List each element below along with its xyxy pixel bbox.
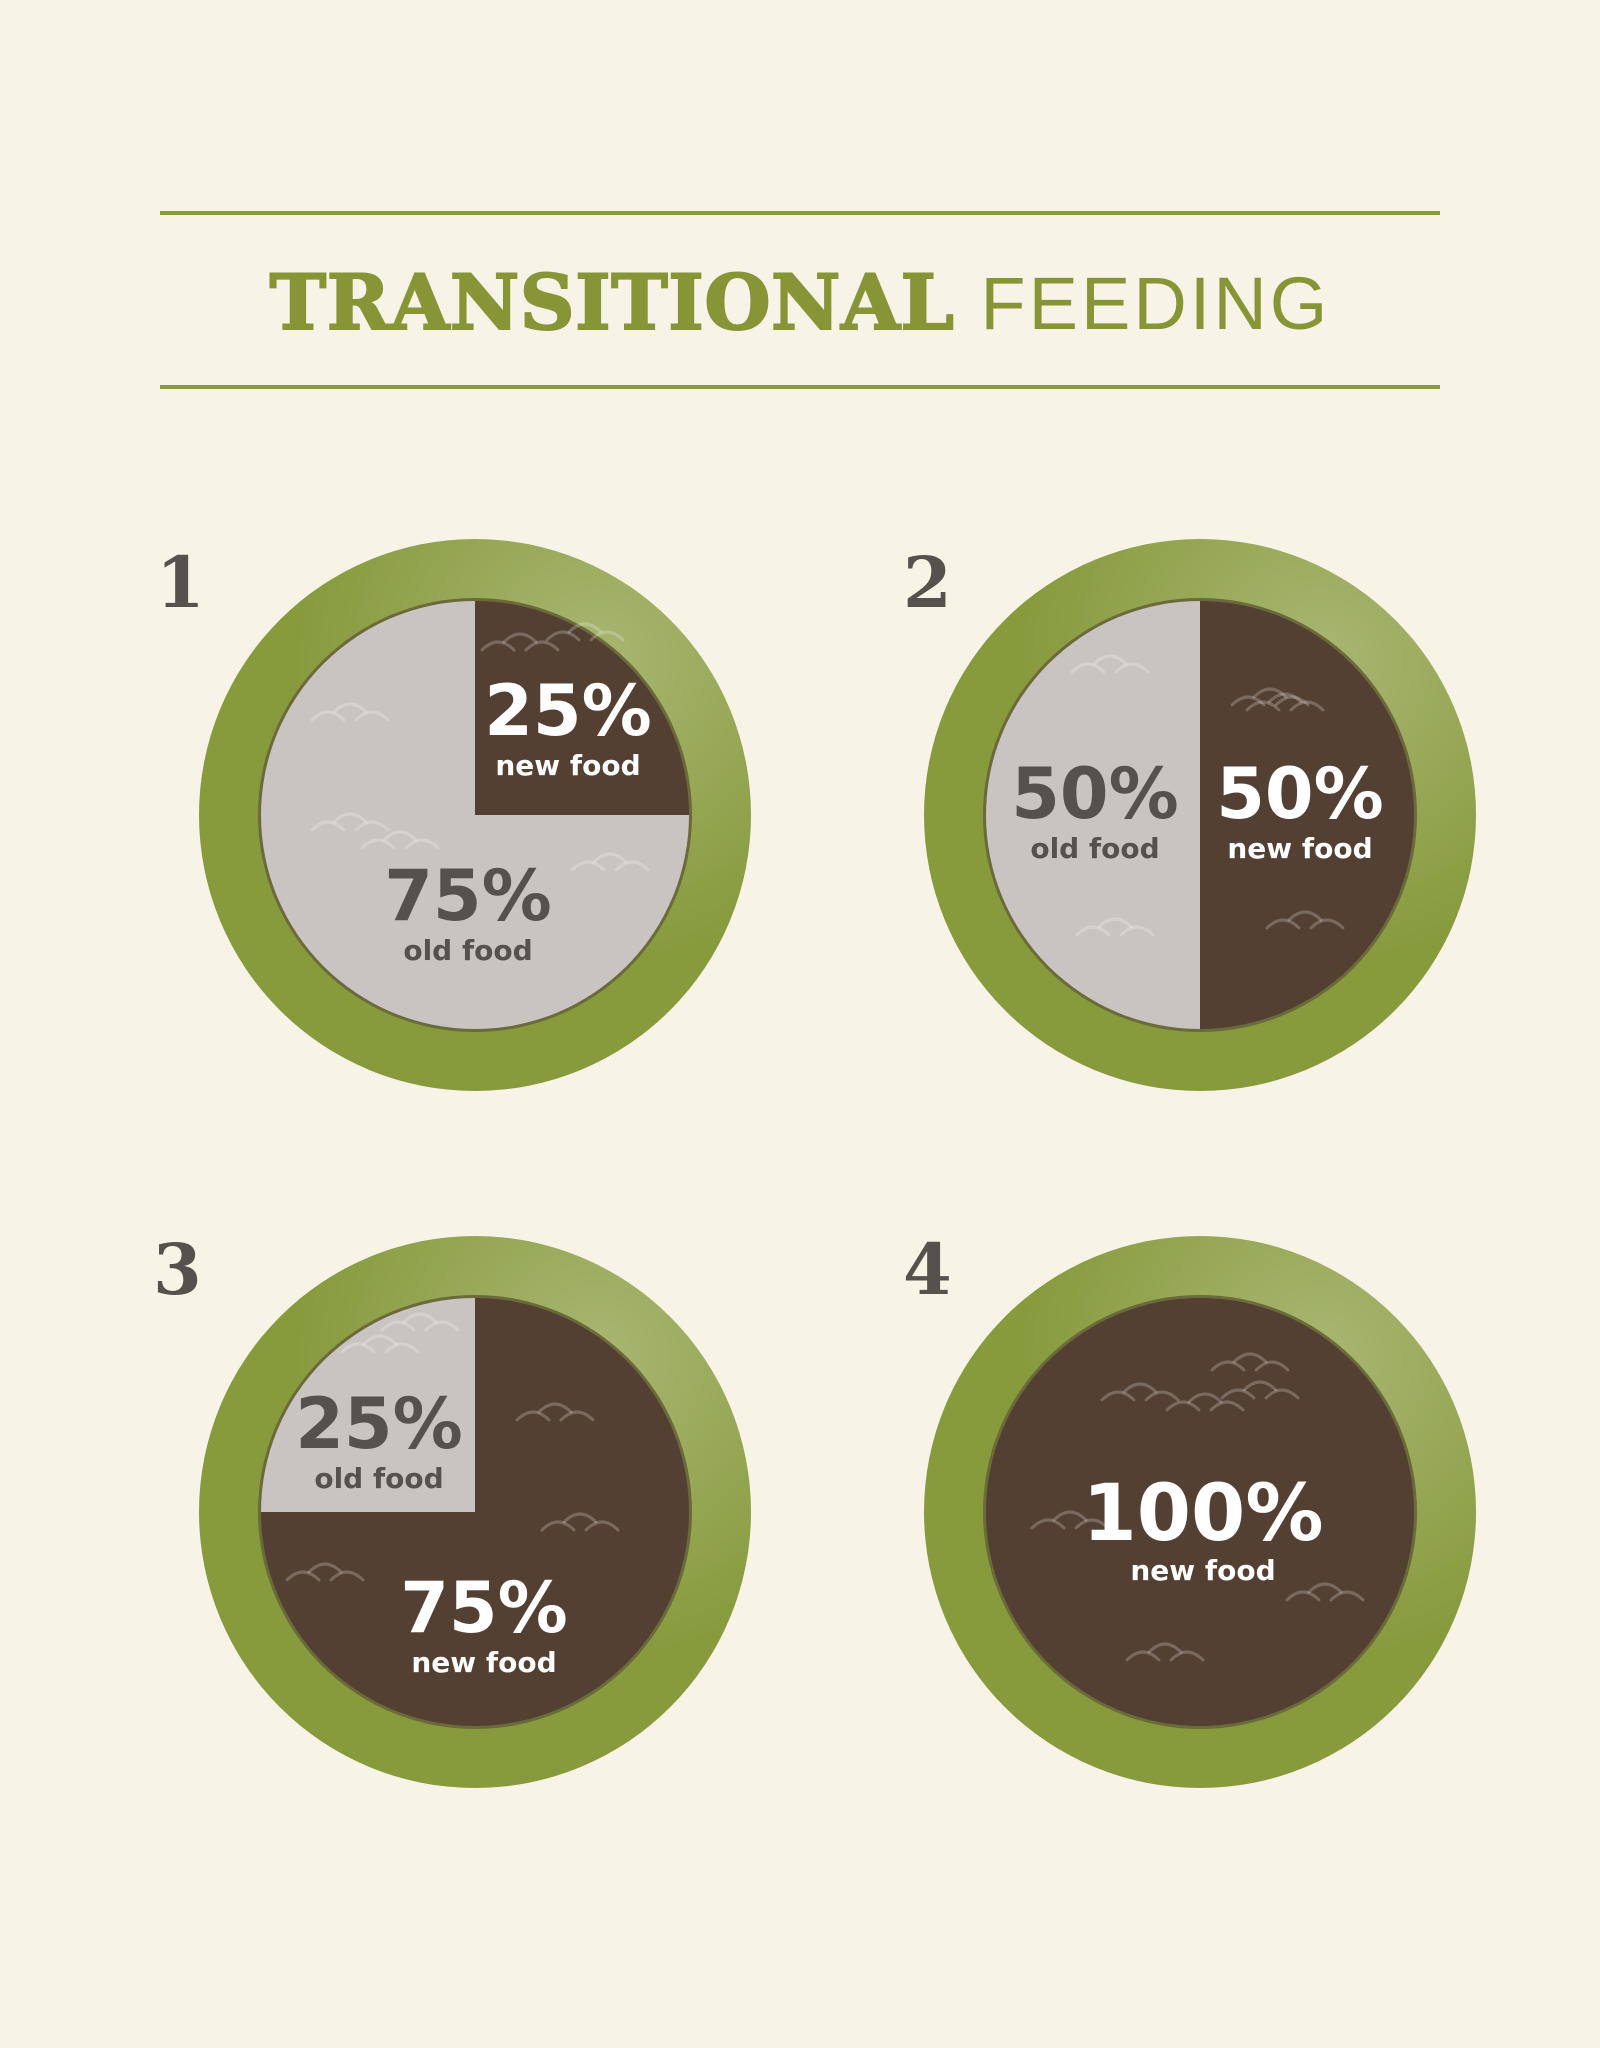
title-light-word: FEEDING <box>980 262 1331 345</box>
slice-category-label: new food <box>495 749 640 782</box>
step-number-1: 1 <box>156 541 205 624</box>
kibble-decoration <box>1285 1582 1365 1602</box>
kibble-decoration <box>340 1334 420 1354</box>
slice-percent-label: 25% <box>484 670 652 752</box>
slice-category-label: new food <box>1130 1554 1275 1587</box>
pie-slice-new-food <box>1200 601 1414 1029</box>
page-title: TRANSITIONAL FEEDING <box>0 257 1600 358</box>
slice-category-label: old food <box>314 1462 443 1495</box>
kibble-decoration <box>1230 687 1310 707</box>
pie-slice-new-food <box>475 601 689 815</box>
kibble-decoration <box>310 812 390 832</box>
pie-chart-4: 100%new food <box>924 1236 1476 1788</box>
kibble-decoration <box>570 852 650 872</box>
pie-slice-old-food <box>986 601 1200 1029</box>
step-number-4: 4 <box>903 1228 952 1311</box>
slice-percent-label: 75% <box>400 1567 568 1649</box>
slice-category-label: old food <box>403 934 532 967</box>
kibble-decoration <box>310 702 390 722</box>
top-divider <box>160 211 1440 215</box>
kibble-decoration <box>515 1402 595 1422</box>
step-number-2: 2 <box>903 541 952 624</box>
kibble-decoration <box>1265 910 1345 930</box>
kibble-decoration <box>380 1312 460 1332</box>
step-number-3: 3 <box>153 1228 202 1311</box>
slice-percent-label: 25% <box>295 1383 463 1465</box>
kibble-decoration <box>540 1512 620 1532</box>
kibble-decoration <box>1245 692 1325 712</box>
title-bold-word: TRANSITIONAL <box>269 257 955 348</box>
kibble-decoration <box>545 622 625 642</box>
slice-category-label: old food <box>1030 832 1159 865</box>
kibble-decoration <box>1165 1392 1245 1412</box>
kibble-decoration <box>1070 654 1150 674</box>
kibble-decoration <box>1220 1380 1300 1400</box>
kibble-decoration <box>1125 1642 1205 1662</box>
kibble-decoration <box>360 830 440 850</box>
slice-category-label: new food <box>1227 832 1372 865</box>
kibble-decoration <box>480 632 560 652</box>
kibble-decoration <box>1030 1510 1110 1530</box>
pie-slice-old-food <box>261 601 689 1029</box>
pie-chart-3: 75%new food 25%old food <box>199 1236 751 1788</box>
kibble-decoration <box>1210 1352 1290 1372</box>
slice-percent-label: 50% <box>1011 753 1179 835</box>
slice-percent-label: 75% <box>384 855 552 937</box>
slice-percent-label: 100% <box>1083 1469 1324 1559</box>
pie-slice-new-food <box>986 1298 1414 1726</box>
slice-percent-label: 50% <box>1216 753 1384 835</box>
kibble-decoration <box>285 1562 365 1582</box>
slice-category-label: new food <box>411 1646 556 1679</box>
pie-chart-1: 25%new food 75%old food <box>199 539 751 1091</box>
pie-slice-old-food <box>261 1298 475 1512</box>
bottom-divider <box>160 385 1440 389</box>
kibble-decoration <box>1075 917 1155 937</box>
kibble-decoration <box>1100 1382 1180 1402</box>
